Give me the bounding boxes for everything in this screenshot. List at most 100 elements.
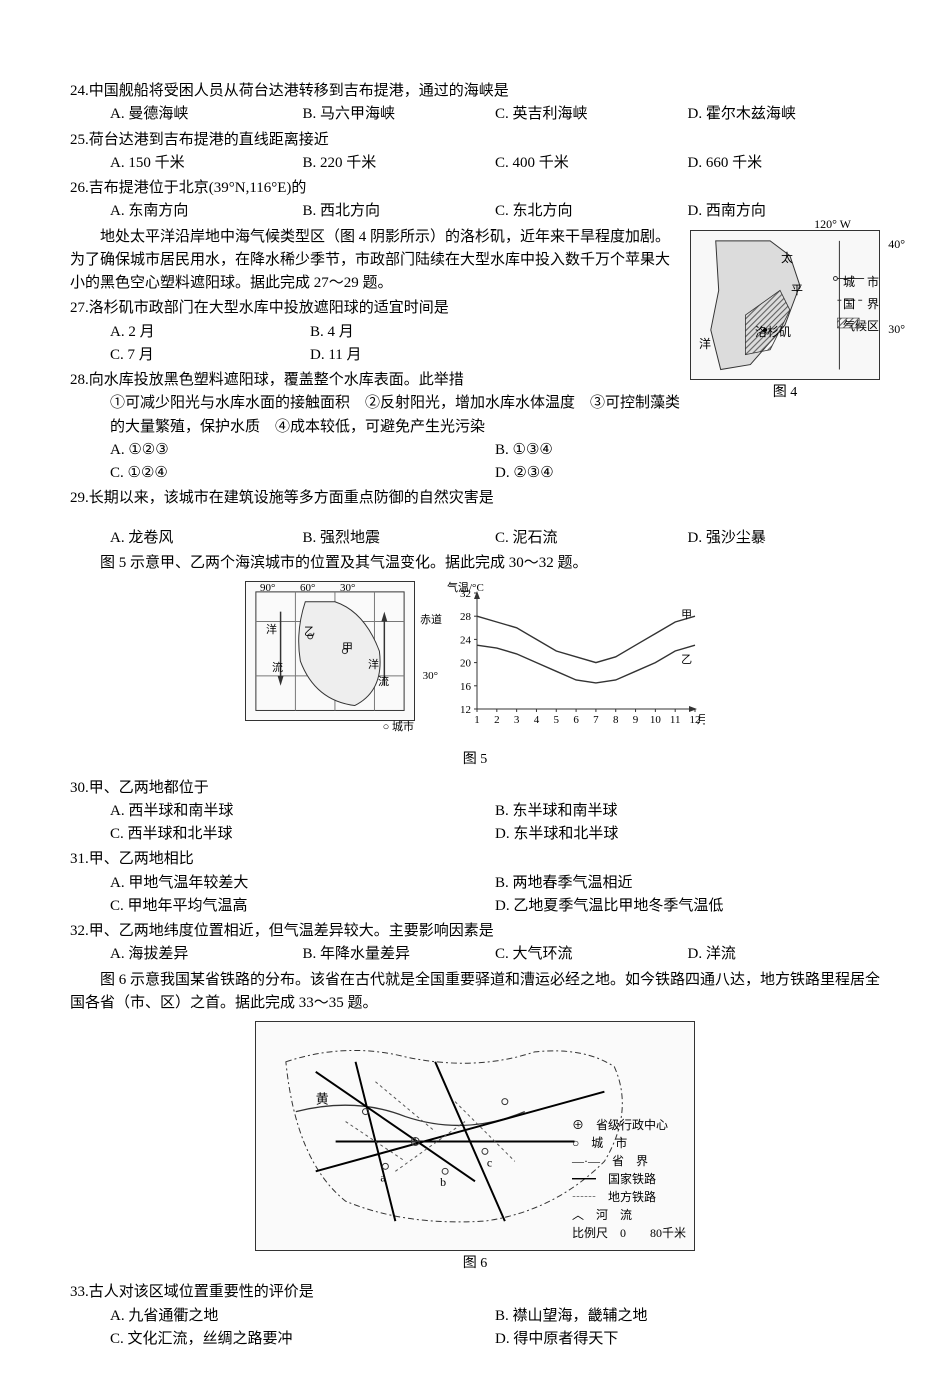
svg-text:气温/°C: 气温/°C [447, 581, 484, 594]
q33-opt-b: B. 襟山望海，畿辅之地 [495, 1305, 880, 1328]
question-31: 31.甲、乙两地相比 A. 甲地气温年较差大 B. 两地春季气温相近 C. 甲地… [70, 848, 880, 918]
q24-opt-a: A. 曼德海峡 [110, 103, 303, 126]
question-26: 26.吉布提港位于北京(39°N,116°E)的 A. 东南方向 B. 西北方向… [70, 177, 880, 224]
q29-opt-d: D. 强沙尘暴 [688, 527, 881, 550]
figure-6-box: a b c 黄 ⊕ 省级行政中心 ○ 城 市 —·— 省 界 ━━ 国家铁路 ┄… [255, 1021, 695, 1251]
q30-opt-d: D. 东半球和北半球 [495, 823, 880, 846]
svg-text:乙: 乙 [681, 653, 692, 666]
fig4-legend-border: 国 界 [843, 295, 879, 314]
q28-opt-d: D. ②③④ [495, 462, 880, 485]
fig5-city-a: 甲 [342, 640, 353, 657]
q31-options-2: C. 甲地年平均气温高 D. 乙地夏季气温比甲地冬季气温低 [70, 895, 880, 918]
fig5-map-legend: ○ 城市 [383, 719, 414, 736]
svg-text:a: a [380, 1170, 386, 1184]
fig5-lat30s: 30° [423, 668, 438, 685]
q25-opt-d: D. 660 千米 [688, 152, 881, 175]
q32-opt-c: C. 大气环流 [495, 943, 688, 966]
q26-stem: 26.吉布提港位于北京(39°N,116°E)的 [70, 177, 880, 200]
svg-text:24: 24 [460, 634, 472, 646]
q32-stem: 32.甲、乙两地纬度位置相近，但气温差异较大。主要影响因素是 [70, 920, 880, 943]
question-32: 32.甲、乙两地纬度位置相近，但气温差异较大。主要影响因素是 A. 海拔差异 B… [70, 920, 880, 967]
q30-opt-b: B. 东半球和南半球 [495, 800, 880, 823]
fig5-lon-90: 90° [260, 580, 275, 597]
question-33: 33.古人对该区域位置重要性的评价是 A. 九省通衢之地 B. 襟山望海，畿辅之… [70, 1281, 880, 1351]
q31-opt-a: A. 甲地气温年较差大 [110, 872, 495, 895]
q28-opt-b: B. ①③④ [495, 439, 880, 462]
svg-text:16: 16 [460, 681, 472, 693]
q31-options-1: A. 甲地气温年较差大 B. 两地春季气温相近 [70, 872, 880, 895]
passage-30-32: 图 5 示意甲、乙两个海滨城市的位置及其气温变化。据此完成 30～32 题。 [70, 552, 880, 575]
fig5-ocean-r2: 流 [378, 674, 389, 691]
fig4-city: 洛杉矶 [755, 323, 791, 342]
q26-opt-c: C. 东北方向 [495, 200, 688, 223]
figure-5-chart: 121620242832123456789101112月气温/°C甲乙 [445, 581, 705, 731]
q28-options: A. ①②③B. ①③④ C. ①②④D. ②③④ [70, 439, 880, 486]
figure-6-caption: 图 6 [255, 1253, 695, 1275]
question-29: 29.长期以来，该城市在建筑设施等多方面重点防御的自然灾害是 [70, 487, 880, 510]
q27-opt-a: A. 2 月 [110, 321, 310, 344]
svg-text:3: 3 [514, 714, 520, 726]
q25-opt-c: C. 400 千米 [495, 152, 688, 175]
svg-text:7: 7 [593, 714, 599, 726]
q32-opt-d: D. 洋流 [688, 943, 881, 966]
figure-4-caption: 图 4 [690, 382, 880, 404]
figure-6: a b c 黄 ⊕ 省级行政中心 ○ 城 市 —·— 省 界 ━━ 国家铁路 ┄… [70, 1021, 880, 1275]
q24-opt-c: C. 英吉利海峡 [495, 103, 688, 126]
q33-options-1: A. 九省通衢之地 B. 襟山望海，畿辅之地 [70, 1305, 880, 1328]
fig4-ocean-2: 平 [791, 281, 803, 300]
figure-4-box: 120° W 40° 30° 太 平 洋 洛杉矶 城 市 国 界 气候区 [690, 230, 880, 380]
svg-text:4: 4 [534, 714, 540, 726]
q25-opt-a: A. 150 千米 [110, 152, 303, 175]
fig6-river-label: 黄 [316, 1092, 329, 1107]
q29-stem: 29.长期以来，该城市在建筑设施等多方面重点防御的自然灾害是 [70, 487, 880, 510]
q25-options: A. 150 千米 B. 220 千米 C. 400 千米 D. 660 千米 [70, 152, 880, 175]
svg-text:20: 20 [460, 658, 472, 670]
q30-stem: 30.甲、乙两地都位于 [70, 777, 880, 800]
svg-text:11: 11 [670, 714, 681, 726]
q24-options: A. 曼德海峡 B. 马六甲海峡 C. 英吉利海峡 D. 霍尔木兹海峡 [70, 103, 880, 126]
fig6-legend-scale: 比例尺 0 80千米 [572, 1224, 686, 1242]
q27-opt-c: C. 7 月 [110, 344, 310, 367]
fig4-ocean-1: 太 [781, 249, 793, 268]
fig4-lat-top: 40° [888, 235, 905, 254]
fig4-lon: 120° W [814, 215, 851, 234]
question-30: 30.甲、乙两地都位于 A. 西半球和南半球 B. 东半球和南半球 C. 西半球… [70, 777, 880, 847]
q32-options: A. 海拔差异 B. 年降水量差异 C. 大气环流 D. 洋流 [70, 943, 880, 966]
fig5-ocean-r1: 洋 [368, 657, 379, 674]
fig5-ocean-l1: 洋 [266, 622, 277, 639]
svg-text:10: 10 [650, 714, 662, 726]
q29-options: A. 龙卷风 B. 强烈地震 C. 泥石流 D. 强沙尘暴 [70, 527, 880, 550]
q24-opt-d: D. 霍尔木兹海峡 [688, 103, 881, 126]
q30-opt-a: A. 西半球和南半球 [110, 800, 495, 823]
q24-opt-b: B. 马六甲海峡 [303, 103, 496, 126]
fig4-lat-bot: 30° [888, 320, 905, 339]
fig6-legend-city: ○ 城 市 [572, 1134, 627, 1152]
fig6-legend-head: ⊕ 省级行政中心 [572, 1116, 668, 1134]
fig5-city-b: 乙 [304, 624, 315, 641]
q32-opt-a: A. 海拔差异 [110, 943, 303, 966]
svg-text:c: c [487, 1156, 492, 1170]
q31-opt-b: B. 两地春季气温相近 [495, 872, 880, 895]
fig5-ocean-l2: 流 [272, 660, 283, 677]
svg-text:6: 6 [573, 714, 579, 726]
q29-opt-a: A. 龙卷风 [110, 527, 303, 550]
q26-opt-d: D. 西南方向 [688, 200, 881, 223]
q32-opt-b: B. 年降水量差异 [303, 943, 496, 966]
q27-opt-b: B. 4 月 [310, 321, 354, 344]
q31-opt-d: D. 乙地夏季气温比甲地冬季气温低 [495, 895, 880, 918]
fig4-legend-city: 城 市 [843, 273, 879, 292]
q31-stem: 31.甲、乙两地相比 [70, 848, 880, 871]
fig6-legend-river: ︿ 河 流 [572, 1206, 632, 1224]
q33-opt-a: A. 九省通衢之地 [110, 1305, 495, 1328]
svg-text:9: 9 [633, 714, 639, 726]
passage-33-35: 图 6 示意我国某省铁路的分布。该省在古代就是全国重要驿道和漕运必经之地。如今铁… [70, 969, 880, 1016]
fig5-equator: 赤道 [420, 612, 442, 629]
fig6-legend-natl: ━━ 国家铁路 [572, 1170, 656, 1188]
q25-stem: 25.荷台达港到吉布提港的直线距离接近 [70, 129, 880, 152]
q24-stem: 24.中国舰船将受困人员从荷台达港转移到吉布提港，通过的海峡是 [70, 80, 880, 103]
svg-text:甲: 甲 [681, 609, 692, 621]
figure-5-caption: 图 5 [70, 749, 880, 771]
q30-options-1: A. 西半球和南半球 B. 东半球和南半球 [70, 800, 880, 823]
q28-opt-c: C. ①②④ [110, 462, 495, 485]
q27-opt-d: D. 11 月 [310, 344, 362, 367]
